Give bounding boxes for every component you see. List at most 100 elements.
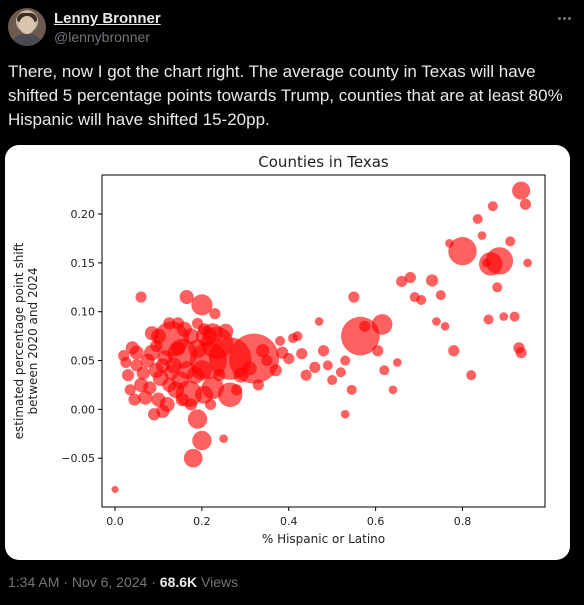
data-point [283,352,295,365]
data-point [512,181,531,200]
data-point [483,314,494,325]
data-point [130,359,143,372]
chart-title: Counties in Texas [258,153,389,171]
data-point [292,331,303,342]
plot-frame [101,174,546,508]
data-point [523,258,532,268]
data-point [317,345,330,357]
data-point [393,358,402,367]
data-point [135,291,147,303]
y-tick-label: −0.05 [61,452,95,465]
data-point [155,358,170,373]
data-point [372,345,384,357]
data-point [125,341,140,355]
data-point [300,369,312,381]
data-point [371,314,393,335]
scatter-chart: Counties in Texas 0.0 0.2 0.4 0.6 0.8 −0.05 0.0… [12,153,546,546]
y-tick-label: 0.15 [71,257,96,270]
data-point [478,252,503,276]
data-point [492,282,503,293]
y-tick-label: 0.00 [71,403,96,416]
data-point [252,379,264,391]
views-label: Views [201,574,239,590]
data-point [192,430,212,451]
data-point [162,377,177,393]
data-point [396,275,408,288]
data-point [144,326,160,341]
tweet-header: Lenny Bronner @lennybronner [8,8,576,48]
data-point [359,320,371,332]
data-point [379,365,390,376]
data-point [314,317,324,326]
user-handle[interactable]: @lennybronner [54,29,150,45]
data-point [269,364,282,377]
y-tick-label: 0.20 [71,208,96,221]
data-point [128,393,141,406]
data-point [416,294,427,305]
data-point [183,328,199,345]
x-tick-label: 0.2 [193,515,211,528]
data-point [519,198,532,210]
tweet-media-chart[interactable]: Counties in Texas 0.0 0.2 0.4 0.6 0.8 −0.05 0.0… [5,145,570,560]
data-point [466,370,477,381]
data-point [448,237,477,266]
user-avatar[interactable] [8,8,46,46]
data-point [213,369,226,382]
data-point [261,354,273,367]
data-point [209,308,221,320]
data-point [487,201,498,212]
data-point [509,311,520,322]
data-point [204,398,217,411]
data-point [231,384,243,396]
x-tick-label: 0.0 [106,515,124,528]
data-point [346,384,357,395]
data-point [515,347,527,359]
y-axis-label: between 2020 and 2024 [26,268,40,415]
data-point [499,312,509,321]
data-point [309,361,321,373]
x-tick-label: 0.4 [280,515,298,528]
data-point [435,290,446,301]
data-point [340,409,350,419]
data-point [120,356,132,369]
y-tick-label: 0.05 [71,355,96,368]
x-axis-label: % Hispanic or Latino [262,532,385,546]
data-point [445,239,454,248]
data-point [191,294,213,316]
data-point [121,369,135,382]
tweet-date[interactable]: Nov 6, 2024 [71,574,148,590]
data-point [482,258,491,268]
data-point [327,375,338,386]
data-point [111,485,119,493]
tweet-text: There, now I got the chart right. The av… [8,62,563,129]
data-point [275,336,286,346]
data-point [195,385,214,404]
data-point [186,366,205,384]
data-point [432,317,441,326]
data-point [477,231,487,240]
data-point [163,317,176,330]
data-point [187,409,208,429]
data-point [440,322,450,331]
more-options-icon[interactable] [552,8,576,28]
x-tick-label: 0.8 [454,515,472,528]
tweet-time[interactable]: 1:34 AM [8,574,60,590]
data-point [197,323,211,336]
data-point [170,341,186,356]
data-point [242,361,257,376]
data-point [124,384,136,396]
data-point [184,398,198,411]
data-point [179,289,194,305]
display-name-link[interactable]: Lenny Bronner [54,10,161,27]
data-point [143,381,157,395]
data-point [388,385,398,395]
views-count: 68.6K [159,574,198,590]
data-point [156,404,170,418]
x-tick-label: 0.6 [367,515,385,528]
y-tick-label: 0.10 [71,306,96,319]
data-point [219,434,228,443]
data-point [322,360,333,371]
meta-separator: · [63,574,68,590]
data-point [296,348,308,360]
data-point [348,291,360,303]
